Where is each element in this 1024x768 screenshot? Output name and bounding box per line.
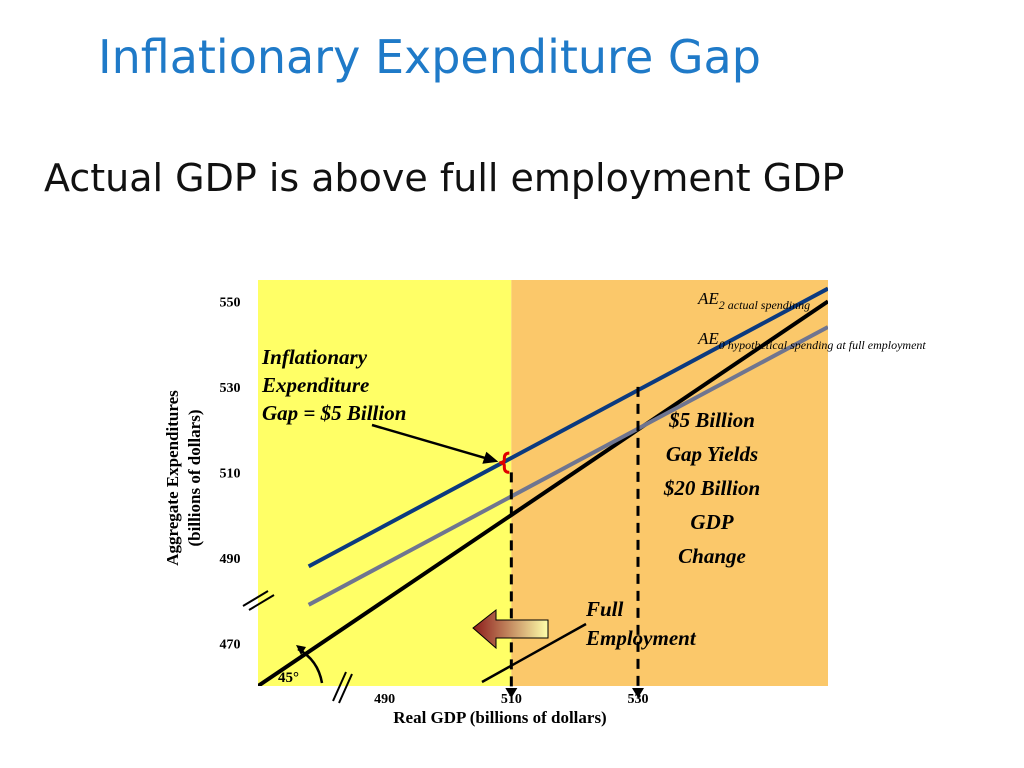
yield-annotation-line5: Change [678, 544, 746, 568]
yield-annotation-line3: $20 Billion [663, 476, 760, 500]
angle-45-arrowhead [296, 645, 306, 655]
gap-pointer-arrowhead [482, 451, 499, 464]
angle-45-label: 45° [278, 670, 299, 686]
equilibrium-dashed-line-arrowhead [632, 688, 644, 698]
x-tick-label: 530 [628, 692, 649, 707]
slide-subtitle: Actual GDP is above full employment GDP [44, 156, 845, 200]
y-tick-label: 550 [220, 295, 241, 310]
x-tick-label: 490 [374, 692, 395, 707]
full-employment-label-line1: Full [585, 597, 624, 621]
full-employment-label-line2: Employment [585, 626, 697, 650]
x-axis-break-mark [338, 673, 353, 704]
y-axis-label-line2: (billions of dollars) [185, 410, 204, 547]
y-tick-label: 510 [220, 466, 241, 481]
ae0-label: AE0 hypothetical spending at full employ… [697, 329, 926, 352]
pre-full-employment-region [258, 280, 512, 686]
full-employment-pointer-line [481, 622, 587, 684]
y-axis-label-line1: Aggregate Expenditures [163, 390, 182, 566]
series-ae0-line [307, 325, 828, 607]
yield-annotation-line2: Gap Yields [666, 442, 758, 466]
gap-annotation-line3: Gap = $5 Billion [262, 401, 406, 425]
ae2-label: AE2 actual spendinng [697, 289, 810, 312]
y-tick-label: 530 [220, 381, 241, 396]
yield-annotation-line4: GDP [690, 510, 733, 534]
left-block-arrow [472, 608, 549, 650]
x-tick-label: 510 [501, 692, 522, 707]
gap-annotation-line2: Expenditure [261, 373, 369, 397]
full-employment-dashed-line-arrowhead [505, 688, 518, 698]
y-tick-label: 490 [220, 552, 241, 567]
post-full-employment-region [511, 280, 828, 686]
y-tick-label: 470 [220, 637, 241, 652]
gap-pointer-line [371, 423, 495, 462]
x-axis-break-mark [332, 671, 347, 702]
series-ae2-line [307, 286, 828, 569]
y-axis-break-mark [242, 590, 269, 607]
gap-annotation-line1: Inflationary [261, 345, 368, 369]
x-axis-label: Real GDP (billions of dollars) [393, 708, 606, 727]
yield-annotation-line1: $5 Billion [668, 408, 755, 432]
series-line45-line [258, 299, 828, 686]
slide-title: Inflationary Expenditure Gap [98, 30, 761, 84]
y-axis-break-mark [248, 594, 275, 611]
